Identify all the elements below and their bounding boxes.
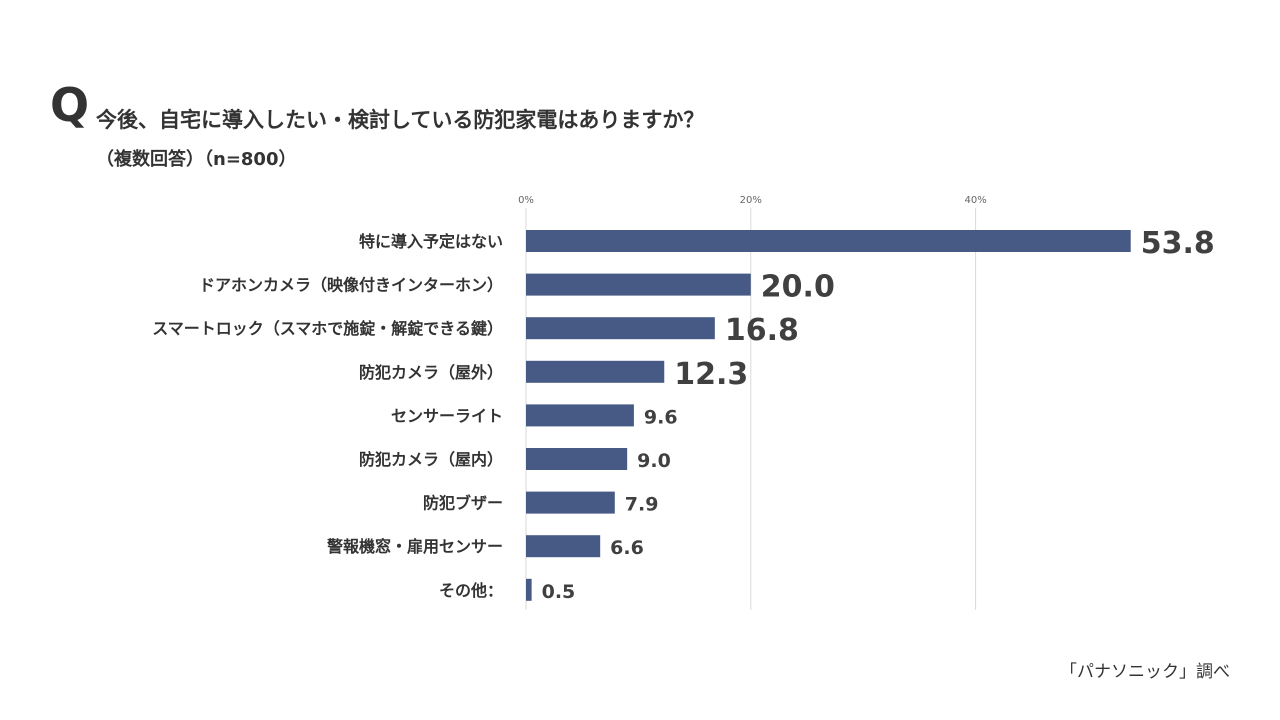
x-tick-label: 40% <box>964 195 986 206</box>
bar-3 <box>526 360 665 383</box>
category-label: 警報機窓・扉用センサー <box>326 537 503 556</box>
category-label: ドアホンカメラ（映像付きインターホン） <box>199 276 503 295</box>
value-label: 16.8 <box>725 313 799 348</box>
category-label: 防犯カメラ（屋外） <box>359 363 503 382</box>
x-tick-label: 20% <box>740 195 762 206</box>
bar-1 <box>526 273 751 296</box>
category-label: その他： <box>439 581 503 600</box>
bar-2 <box>526 317 715 340</box>
bar-4 <box>526 404 634 427</box>
value-label: 53.8 <box>1141 226 1215 261</box>
category-label: 防犯カメラ（屋内） <box>359 450 503 469</box>
value-label: 6.6 <box>610 537 644 559</box>
category-label: 防犯ブザー <box>423 494 503 513</box>
bar-8 <box>526 578 532 601</box>
bar-0 <box>526 230 1131 252</box>
category-label: センサーライト <box>391 406 503 425</box>
bar-6 <box>526 491 615 514</box>
question-subtitle: （複数回答）（n=800） <box>96 149 297 170</box>
bar-7 <box>526 535 601 558</box>
value-label: 9.0 <box>637 450 671 472</box>
category-label: 特に導入予定はない <box>359 232 503 251</box>
x-tick-label: 0% <box>518 195 534 206</box>
question-mark-q: Q <box>50 78 90 132</box>
bar-5 <box>526 448 628 470</box>
category-label: スマートロック（スマホで施錠・解錠できる鍵） <box>152 319 503 338</box>
value-label: 7.9 <box>625 494 659 516</box>
value-label: 0.5 <box>542 581 576 603</box>
source-note: 「パナソニック」調べ <box>1060 662 1230 682</box>
value-label: 20.0 <box>761 270 835 305</box>
value-label: 12.3 <box>674 357 748 392</box>
question-title: 今後、自宅に導入したい・検討している防犯家電はありますか？ <box>96 108 705 132</box>
value-label: 9.6 <box>644 406 678 428</box>
